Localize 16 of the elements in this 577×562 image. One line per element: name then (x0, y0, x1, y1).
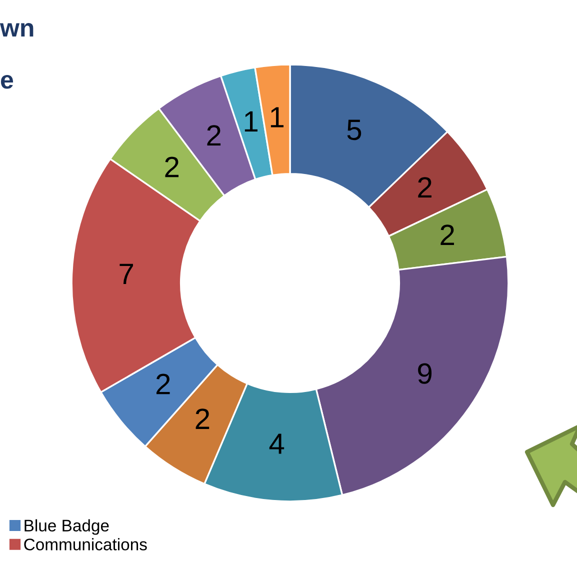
data-label: 2 (418, 177, 432, 198)
data-label: 2 (440, 224, 454, 245)
data-label: 7 (120, 264, 133, 284)
text: e (0, 75, 14, 89)
data-label: 1 (244, 111, 258, 132)
data-label: 2 (207, 125, 221, 146)
data-label: 9 (418, 363, 432, 384)
legend-label: Blue Badge (24, 519, 109, 535)
data-label: 2 (165, 156, 179, 178)
data-label: 2 (156, 374, 170, 394)
text: wn (0, 23, 34, 36)
data-label: 4 (269, 434, 284, 454)
data-label: 2 (196, 408, 210, 429)
data-label: 1 (270, 107, 284, 128)
legend-label: Communications (24, 538, 147, 550)
data-label: 5 (347, 120, 362, 140)
